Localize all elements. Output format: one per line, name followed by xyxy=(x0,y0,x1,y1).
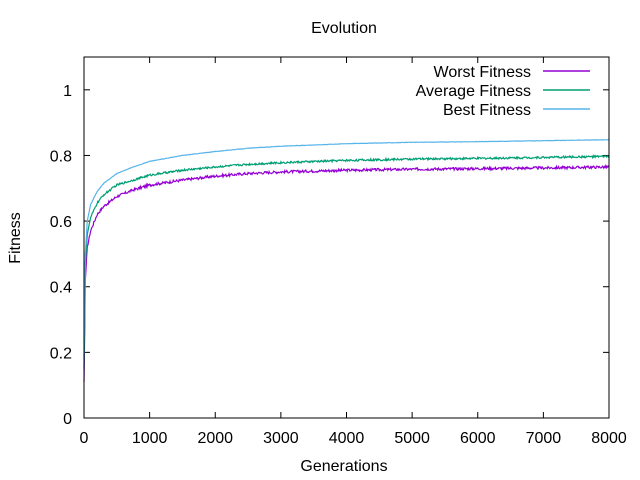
axis-ticks: 0 1000 2000 3000 4000 5000 6000 7000 8000 0 0.2 0.4… xyxy=(50,57,627,447)
x-tick-label: 8000 xyxy=(591,430,627,447)
x-tick-label: 1000 xyxy=(132,430,168,447)
series-line-worst-fitness xyxy=(83,164,610,382)
y-tick-label: 1 xyxy=(63,83,72,100)
series-lines xyxy=(83,139,610,382)
x-tick-label: 4000 xyxy=(329,430,365,447)
y-tick-label: 0.6 xyxy=(50,214,72,231)
legend-label: Average Fitness xyxy=(416,83,531,100)
plot-frame xyxy=(83,56,610,419)
x-axis-title: Generations xyxy=(300,458,387,475)
y-axis-title: Fitness xyxy=(7,212,24,264)
x-tick-label: 7000 xyxy=(526,430,562,447)
y-tick-label: 0.8 xyxy=(50,148,72,165)
x-tick-label: 0 xyxy=(80,430,89,447)
legend-label: Worst Fitness xyxy=(434,64,532,81)
legend-label: Best Fitness xyxy=(443,102,531,119)
x-tick-label: 3000 xyxy=(263,430,299,447)
legend: Worst Fitness Average Fitness Best Fitness xyxy=(416,64,590,119)
y-tick-label: 0.4 xyxy=(50,280,72,297)
x-tick-label: 2000 xyxy=(197,430,233,447)
series-line-average-fitness xyxy=(83,154,609,369)
x-tick-label: 6000 xyxy=(460,430,496,447)
y-tick-label: 0 xyxy=(63,411,72,428)
x-tick-label: 5000 xyxy=(394,430,430,447)
chart-title: Evolution xyxy=(311,20,377,37)
series-line-best-fitness xyxy=(83,139,610,359)
y-tick-label: 0.2 xyxy=(50,345,72,362)
